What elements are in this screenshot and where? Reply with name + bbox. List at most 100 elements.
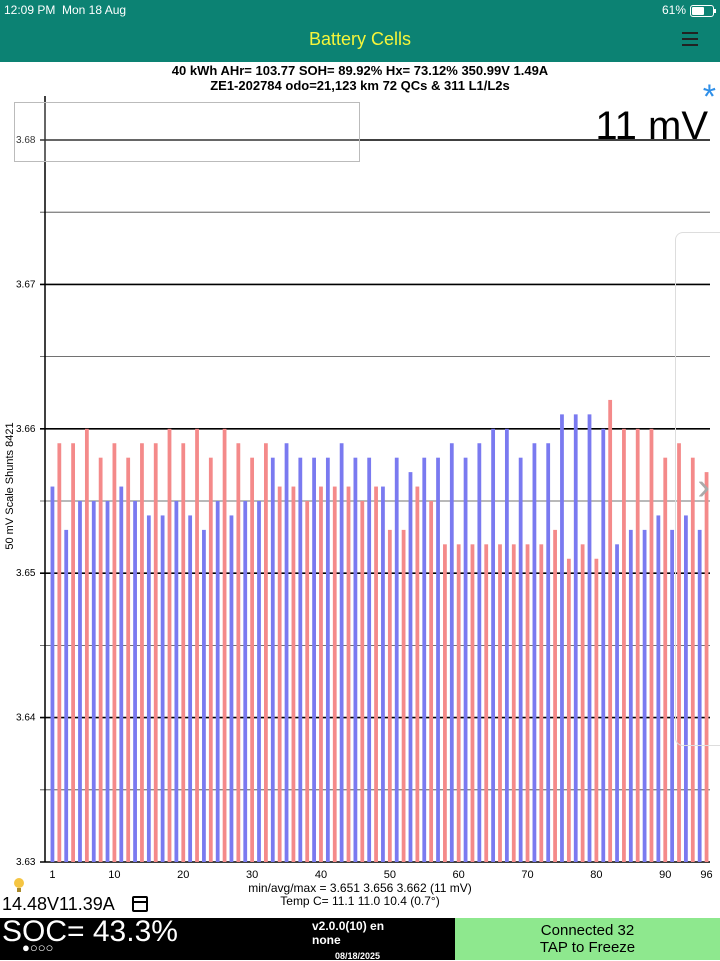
calendar-icon[interactable] (132, 896, 148, 912)
mv-spread-label: 11 mV (595, 104, 708, 148)
cell-bar (140, 443, 144, 862)
connected-text: Connected 32 (540, 922, 635, 939)
cell-bar (222, 428, 227, 862)
y-tick-label: 3.67 (16, 279, 36, 290)
x-tick-label: 60 (453, 869, 465, 881)
cell-bar (477, 443, 482, 862)
cell-bar (401, 529, 406, 862)
cell-bar (91, 501, 96, 862)
cell-bar (601, 428, 606, 862)
cell-bar (126, 457, 131, 862)
cell-bar (580, 544, 585, 862)
bottom-bar: SOC= 43.3% ●○○○ v2.0.0(10) en none 08/18… (0, 915, 720, 961)
x-tick-label: 90 (659, 869, 671, 881)
cell-bar (518, 457, 523, 862)
voltage-current-readout: 14.48V11.39A (2, 894, 115, 914)
summary-line-2: ZE1-202784 odo=21,123 km 72 QCs & 311 L1… (210, 78, 510, 93)
overlay-box[interactable] (14, 102, 360, 162)
cell-bar (463, 457, 468, 862)
cell-bar (236, 443, 241, 862)
cell-bar (622, 428, 626, 862)
connection-freeze-button[interactable]: Connected 32 TAP to Freeze (455, 918, 720, 960)
cell-bar (133, 501, 137, 862)
cell-bar (449, 443, 454, 862)
minavgmax-text: min/avg/max = 3.651 3.656 3.662 (11 mV) (248, 881, 472, 895)
cell-bar (257, 501, 261, 862)
cell-bar (291, 486, 296, 862)
menu-icon[interactable] (682, 28, 698, 50)
cell-bar (312, 457, 316, 862)
battery-summary: 40 kWh AHr= 103.77 SOH= 89.92% Hx= 73.12… (0, 62, 720, 93)
cell-bar (57, 443, 62, 862)
cell-bar (181, 443, 186, 862)
status-bar: 12:09 PM Mon 18 Aug 61% (0, 0, 720, 20)
cell-bar (697, 529, 702, 862)
cell-bar (443, 544, 447, 862)
cell-bar (587, 414, 592, 862)
cell-bar (332, 486, 337, 862)
x-tick-label: 50 (384, 869, 396, 881)
asterisk-icon[interactable]: * (702, 78, 716, 116)
chevron-right-icon[interactable]: › (697, 466, 710, 508)
footer-stats: min/avg/max = 3.651 3.656 3.662 (11 mV) … (0, 882, 720, 908)
cell-voltage-chart[interactable]: 3.68 3.67 3.66 3.65 3.64 3.63 1 10 20 30 40 50 60 70 8… (0, 92, 720, 884)
cell-bar (215, 501, 220, 862)
cell-bar (553, 529, 557, 862)
cell-bar (78, 501, 82, 862)
y-axis-label: 50 mV Scale Shunts 8421 (4, 422, 16, 550)
cell-bar (546, 443, 551, 862)
cell-bar (146, 515, 151, 862)
tap-to-freeze-text: TAP to Freeze (539, 939, 636, 956)
cell-bar (594, 558, 599, 862)
cell-bar (394, 457, 399, 862)
x-tick-label: 10 (108, 869, 120, 881)
y-tick-label: 3.68 (16, 135, 36, 146)
x-tick-label: 40 (315, 869, 327, 881)
cell-bar (346, 486, 351, 862)
cell-bar (153, 443, 158, 862)
x-tick-label: 20 (177, 869, 189, 881)
cell-bar (511, 544, 516, 862)
cell-bar (243, 501, 248, 862)
cell-bar (250, 457, 255, 862)
cell-bar (525, 544, 530, 862)
cell-bar (98, 457, 103, 862)
cell-bar (188, 515, 193, 862)
battery-icon (690, 5, 716, 17)
cell-bar (615, 544, 619, 862)
y-tick-label: 3.63 (16, 857, 36, 868)
cell-bar (635, 428, 640, 862)
side-drawer-handle[interactable] (675, 232, 720, 746)
cell-bar (84, 428, 89, 862)
cell-bar (415, 486, 420, 862)
cell-bar (112, 443, 117, 862)
cell-bar (656, 515, 661, 862)
battery-percent: 61% (661, 3, 686, 17)
cell-bar (573, 414, 578, 862)
cell-bar (566, 558, 571, 862)
cell-bar (628, 529, 633, 862)
version-text: v2.0.0(10) en (312, 919, 385, 933)
cell-bar (277, 486, 282, 862)
build-date: 08/18/2025 (335, 951, 381, 961)
page-dots[interactable]: ●○○○ (22, 940, 54, 955)
cell-bar (387, 529, 392, 862)
cell-bar (229, 515, 234, 862)
cell-bar (202, 529, 206, 862)
cell-bar (484, 544, 489, 862)
cell-bar (119, 486, 124, 862)
version-info: v2.0.0(10) en none (312, 919, 384, 947)
cell-bar (677, 443, 681, 862)
cell-bar (360, 501, 365, 862)
cell-bar (608, 399, 613, 862)
cell-bar (436, 457, 440, 862)
soc-readout: SOC= 43.3% (2, 915, 178, 948)
cell-bar (649, 428, 654, 862)
y-tick-label: 3.66 (16, 424, 36, 435)
temperature-text: Temp C= 11.1 11.0 10.4 (0.7°) (280, 894, 440, 908)
status-date: Mon 18 Aug (62, 3, 127, 17)
cell-bar (50, 486, 55, 862)
cell-bar (208, 457, 213, 862)
cell-bar (367, 457, 372, 862)
lightbulb-icon[interactable] (14, 878, 24, 892)
